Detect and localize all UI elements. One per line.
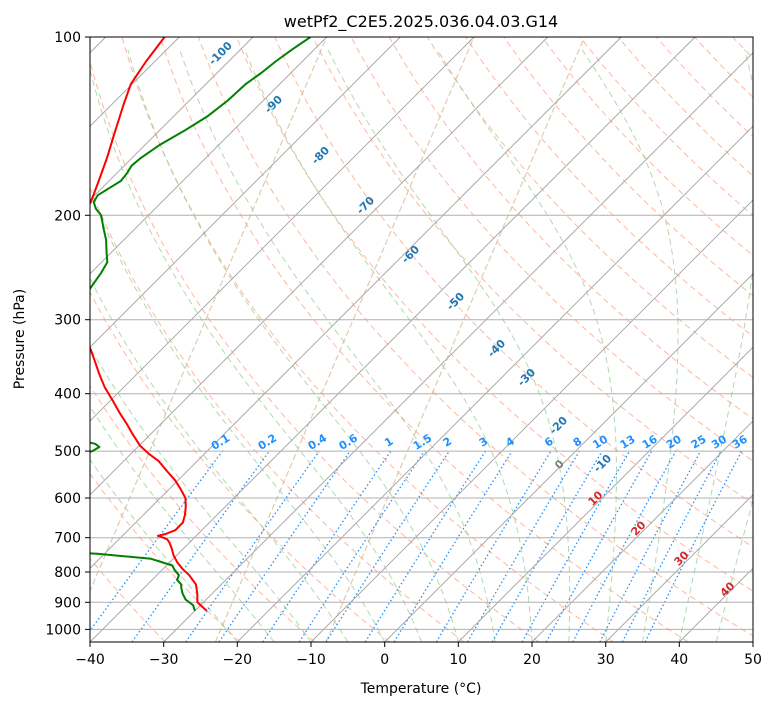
moist-adiabat [244,49,533,642]
x-tick-label: 10 [449,652,467,668]
isotherm [605,494,753,642]
x-tick-label: 20 [523,652,541,668]
moist-adiabat [179,49,496,642]
y-tick-label: 500 [54,444,81,460]
moist-adiabat [90,458,238,642]
y-axis-label: Pressure (hPa) [12,289,28,389]
isotherm [90,37,696,642]
y-tick-label: 1000 [45,622,81,638]
dry-adiabat [90,186,465,642]
pressure-grid [90,37,753,630]
dry-adiabat [90,291,390,642]
isotherm [90,37,254,201]
isotherm [457,346,753,642]
dry-adiabat [198,37,753,637]
lcl-curve [214,37,475,642]
mixing-ratio-line [435,450,552,642]
isotherm [163,52,753,642]
lcl-curve [325,37,586,642]
moist-adiabat [436,49,617,642]
profiles [90,37,312,612]
chart-title: wetPf2_C2E5.2025.036.04.03.G14 [284,12,558,32]
y-axis: 100 200 300 400 500 600 700 800 900 1000 [45,30,90,638]
plot-frame [89,36,754,643]
mixing-ratio-line [325,450,450,642]
isotherm [384,273,753,642]
y-tick-label: 700 [54,531,81,547]
x-tick-label: 40 [670,652,688,668]
dry-adiabat [426,37,753,378]
dry-adiabat [90,59,540,642]
moist-adiabat [90,405,275,642]
moist-adiabat [327,49,571,642]
x-tick-label: 50 [744,652,762,668]
moist-adiabat [127,49,459,642]
dry-adiabat [617,37,753,177]
dry-adiabat [159,37,689,642]
isotherm [236,125,753,642]
x-tick-label: −40 [75,652,105,668]
x-tick-label: −10 [296,652,326,668]
x-tick-label: 0 [380,652,389,668]
dry-adiabat [121,37,614,642]
x-axis-label: Temperature (°C) [360,681,482,697]
mixing-ratio-line [90,450,223,632]
moist-adiabat [581,49,679,642]
isotherm [90,37,475,422]
moist-adiabat [715,498,753,642]
dry-adiabat [503,37,753,297]
isotherm [531,420,753,642]
mixing-ratio-line [185,450,320,642]
background-lines [90,37,753,642]
moist-adiabat [90,277,349,642]
mixing-ratio-line [521,450,631,642]
y-tick-label: 100 [54,30,81,46]
isotherm [310,199,753,642]
dewpoint-profile [90,37,312,612]
y-tick-label: 800 [54,565,81,581]
x-axis: −40 −30 −20 −10 0 10 20 30 40 50 [75,642,762,668]
mixing-ratio-line [466,450,580,642]
dry-adiabat [90,384,316,642]
isotherm [90,37,401,348]
temperature-profile [90,37,208,612]
x-tick-label: −20 [223,652,253,668]
y-tick-label: 900 [54,595,81,611]
mixing-ratio-line [572,450,677,642]
lcl-curve [90,37,328,593]
isotherm [90,37,328,275]
mixing-ratio-line [364,450,486,642]
dry-adiabat [312,37,753,505]
x-tick-label: 30 [597,652,615,668]
mixing-ratio-line [131,450,270,642]
mixing-ratio-line [218,450,351,642]
dry-adiabat [388,37,753,420]
moist-adiabat [90,67,422,642]
isotherm [90,37,549,496]
mixing-ratio-line [491,450,603,642]
moist-adiabat [678,49,753,642]
dry-adiabat [236,37,753,592]
isotherm [90,37,622,569]
y-tick-label: 400 [54,387,81,403]
dry-adiabat [274,37,753,548]
mixing-ratio-line [393,450,513,642]
x-tick-label: −30 [149,652,179,668]
y-tick-label: 600 [54,491,81,507]
y-tick-label: 200 [54,208,81,224]
y-tick-label: 300 [54,313,81,329]
